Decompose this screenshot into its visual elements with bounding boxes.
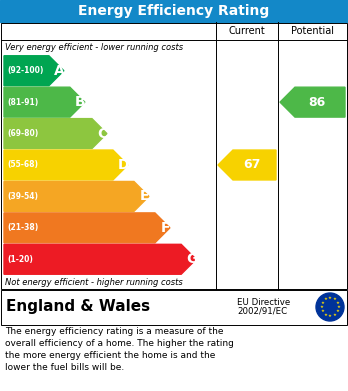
Polygon shape [4, 87, 85, 117]
Text: ★: ★ [336, 309, 340, 314]
Polygon shape [4, 118, 107, 149]
Polygon shape [4, 213, 170, 243]
Polygon shape [4, 244, 196, 274]
Text: (55-68): (55-68) [7, 160, 38, 170]
Polygon shape [4, 56, 64, 86]
Text: (39-54): (39-54) [7, 192, 38, 201]
Polygon shape [280, 87, 345, 117]
Text: (69-80): (69-80) [7, 129, 38, 138]
Text: Not energy efficient - higher running costs: Not energy efficient - higher running co… [5, 278, 183, 287]
Text: Potential: Potential [291, 26, 334, 36]
Text: ★: ★ [319, 305, 323, 309]
Text: A: A [54, 64, 65, 78]
Text: ★: ★ [336, 301, 340, 305]
Text: Current: Current [229, 26, 266, 36]
Text: The energy efficiency rating is a measure of the
overall efficiency of a home. T: The energy efficiency rating is a measur… [5, 327, 234, 373]
Text: Very energy efficient - lower running costs: Very energy efficient - lower running co… [5, 43, 183, 52]
Text: B: B [75, 95, 86, 109]
Text: ★: ★ [332, 313, 337, 317]
Text: C: C [97, 127, 108, 141]
Bar [0, 0, 348, 22]
Text: 2002/91/EC: 2002/91/EC [237, 307, 287, 316]
Text: ★: ★ [321, 309, 324, 314]
Polygon shape [4, 150, 128, 180]
Text: England & Wales: England & Wales [6, 300, 150, 314]
Text: (81-91): (81-91) [7, 98, 38, 107]
Polygon shape [4, 181, 149, 212]
Text: F: F [161, 221, 170, 235]
Text: E: E [140, 189, 149, 203]
Text: (92-100): (92-100) [7, 66, 44, 75]
Text: ★: ★ [337, 305, 341, 309]
Bar [1, 23, 347, 289]
Polygon shape [218, 150, 276, 180]
Circle shape [316, 293, 344, 321]
Text: (21-38): (21-38) [7, 223, 38, 232]
Bar [0, 289, 348, 325]
Text: ★: ★ [328, 314, 332, 318]
Text: EU Directive: EU Directive [237, 298, 290, 307]
Text: ★: ★ [332, 298, 337, 301]
Text: Energy Efficiency Rating: Energy Efficiency Rating [78, 4, 270, 18]
Text: G: G [186, 252, 197, 266]
Text: (1-20): (1-20) [7, 255, 33, 264]
Text: 86: 86 [308, 96, 326, 109]
Text: D: D [118, 158, 129, 172]
Text: 67: 67 [243, 158, 260, 172]
Text: ★: ★ [328, 296, 332, 300]
Text: ★: ★ [321, 301, 324, 305]
Bar [1, 289, 347, 325]
Text: ★: ★ [324, 298, 327, 301]
Text: ★: ★ [324, 313, 327, 317]
